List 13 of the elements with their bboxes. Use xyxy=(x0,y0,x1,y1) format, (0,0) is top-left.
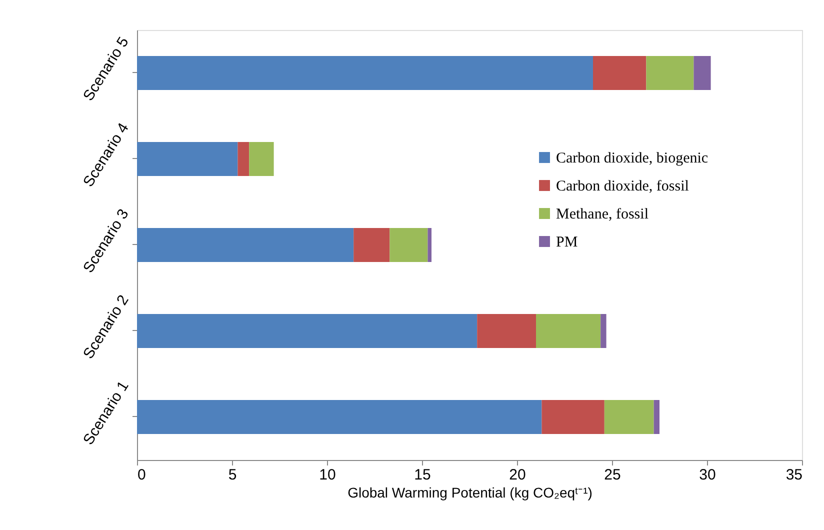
x-tick-label: 15 xyxy=(414,466,431,484)
legend-label: Carbon dioxide, fossil xyxy=(556,178,689,194)
x-axis-title: Global Warming Potential (kg CO₂eqᵗ⁻¹) xyxy=(348,484,592,500)
x-tick-label: 5 xyxy=(228,466,237,484)
x-tick-label: 0 xyxy=(138,466,146,484)
x-tick-label: 35 xyxy=(786,466,802,484)
legend-label: PM xyxy=(556,234,578,250)
x-tick-label: 10 xyxy=(319,466,336,484)
x-tick-label: 30 xyxy=(699,466,716,484)
legend-label: Carbon dioxide, biogenic xyxy=(556,150,708,166)
x-tick-label: 20 xyxy=(509,466,526,484)
x-tick-label: 25 xyxy=(604,466,621,484)
legend-label: Methane, fossil xyxy=(556,206,648,222)
